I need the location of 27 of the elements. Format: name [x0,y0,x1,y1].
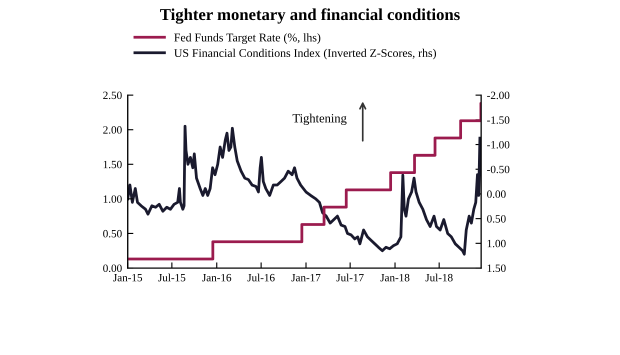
y2-tick-label: 0.50 [487,215,506,223]
y-tick-label: 1.00 [104,195,122,203]
y2-tick-label: -2.00 [487,92,510,100]
y-tick-label: 0.50 [103,230,122,238]
y2-tick-label: -1.00 [487,141,510,149]
y2-tick-label: 0.00 [487,190,506,198]
x-tick-label: Jan-16 [202,274,232,282]
x-tick-label: Jan-18 [380,274,410,282]
legend-label: US Financial Conditions Index (Inverted Z-Scores, rhs) [174,48,436,60]
y-tick-label: 1.50 [104,160,122,168]
legend-label: Fed Funds Target Rate (%, lhs) [174,33,320,44]
y2-tick-label: 1.00 [488,240,506,248]
x-tick-label: Jul-15 [158,274,186,282]
y-tick-label: 2.00 [103,126,122,134]
y-tick-label: 0.00 [103,264,122,272]
x-tick-label: Jul-18 [426,274,453,282]
y2-tick-label: 1.50 [488,264,506,272]
chart-title: Tighter monetary and financial conditions [160,8,460,24]
x-tick-label: Jul-16 [247,274,275,282]
y-tick-label: 2.50 [103,92,122,100]
x-tick-label: Jul-17 [336,274,364,282]
line-series [128,124,482,256]
y2-tick-label: -0.50 [487,166,510,174]
x-tick-label: Jan-17 [291,274,320,282]
y2-tick-label: -1.50 [487,116,510,124]
x-tick-label: Jan-15 [113,274,142,282]
annotation: Tightening [292,114,347,126]
